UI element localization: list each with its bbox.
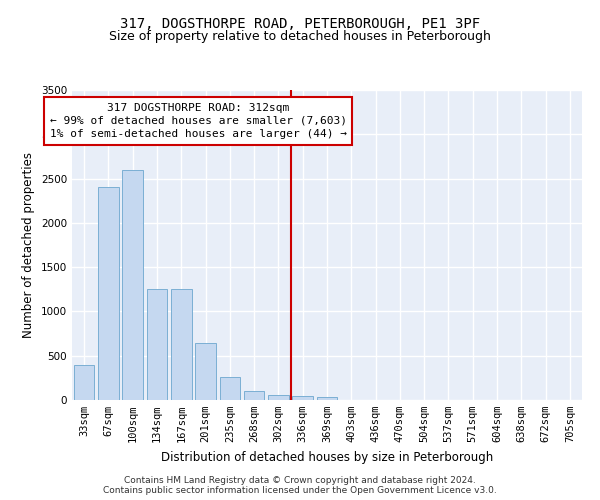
Text: Contains public sector information licensed under the Open Government Licence v3: Contains public sector information licen… <box>103 486 497 495</box>
Bar <box>98 188 119 400</box>
X-axis label: Distribution of detached houses by size in Peterborough: Distribution of detached houses by size … <box>161 450 493 464</box>
Bar <box>292 396 313 400</box>
Bar <box>195 344 216 400</box>
Bar <box>74 366 94 400</box>
Bar <box>317 398 337 400</box>
Bar <box>268 395 289 400</box>
Bar <box>220 377 240 400</box>
Bar <box>146 290 167 400</box>
Text: Size of property relative to detached houses in Peterborough: Size of property relative to detached ho… <box>109 30 491 43</box>
Bar <box>171 290 191 400</box>
Text: 317, DOGSTHORPE ROAD, PETERBOROUGH, PE1 3PF: 317, DOGSTHORPE ROAD, PETERBOROUGH, PE1 … <box>120 18 480 32</box>
Bar <box>122 170 143 400</box>
Bar <box>244 390 265 400</box>
Text: 317 DOGSTHORPE ROAD: 312sqm
← 99% of detached houses are smaller (7,603)
1% of s: 317 DOGSTHORPE ROAD: 312sqm ← 99% of det… <box>50 103 347 139</box>
Y-axis label: Number of detached properties: Number of detached properties <box>22 152 35 338</box>
Text: Contains HM Land Registry data © Crown copyright and database right 2024.: Contains HM Land Registry data © Crown c… <box>124 476 476 485</box>
